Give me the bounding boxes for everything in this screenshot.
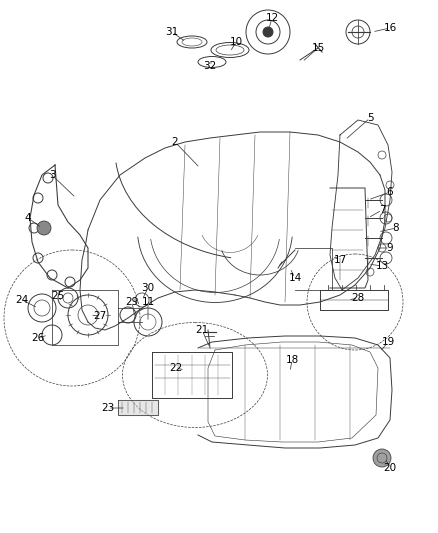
Text: 28: 28 [351, 293, 364, 303]
Text: 26: 26 [32, 333, 45, 343]
Text: 24: 24 [15, 295, 28, 305]
Text: 9: 9 [387, 243, 393, 253]
Text: 18: 18 [286, 355, 299, 365]
Circle shape [373, 449, 391, 467]
Text: 5: 5 [367, 113, 373, 123]
Text: 23: 23 [101, 403, 115, 413]
Text: 27: 27 [93, 311, 106, 321]
Text: 20: 20 [383, 463, 396, 473]
Text: 17: 17 [333, 255, 346, 265]
Text: 13: 13 [375, 261, 389, 271]
Text: 14: 14 [288, 273, 302, 283]
Text: 32: 32 [203, 61, 217, 71]
Text: 21: 21 [195, 325, 208, 335]
Text: 19: 19 [381, 337, 395, 347]
Text: 8: 8 [393, 223, 399, 233]
Text: 30: 30 [141, 283, 155, 293]
Text: 12: 12 [265, 13, 279, 23]
Text: 6: 6 [387, 187, 393, 197]
Text: 3: 3 [49, 170, 55, 180]
Text: 15: 15 [311, 43, 325, 53]
Text: 4: 4 [25, 213, 31, 223]
Text: 11: 11 [141, 297, 155, 307]
Text: 7: 7 [379, 205, 385, 215]
Circle shape [37, 221, 51, 235]
Text: 31: 31 [166, 27, 179, 37]
Text: 10: 10 [230, 37, 243, 47]
Text: 16: 16 [383, 23, 397, 33]
Text: 25: 25 [51, 291, 65, 301]
Polygon shape [118, 400, 158, 415]
Text: 22: 22 [170, 363, 183, 373]
Circle shape [263, 27, 273, 37]
Text: 2: 2 [172, 137, 178, 147]
Text: 29: 29 [125, 297, 138, 307]
